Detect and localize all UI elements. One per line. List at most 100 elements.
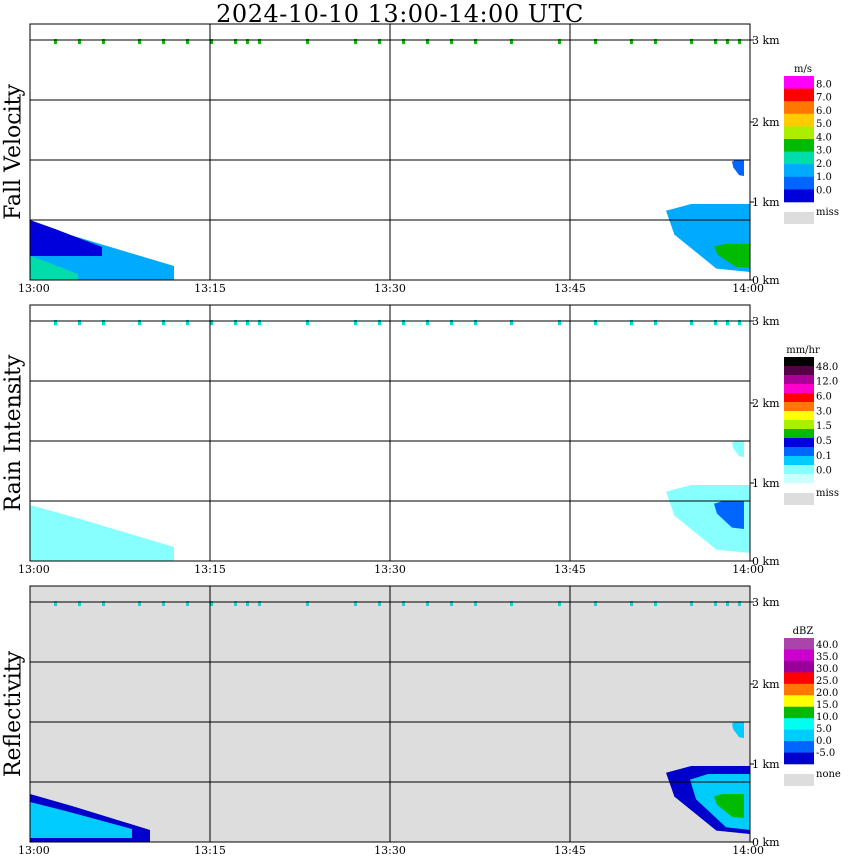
top-band-mark [426,39,429,44]
top-band-mark [738,601,741,606]
echo-late-rain-core [714,501,744,529]
colorbar-swatch [784,456,814,466]
top-band-mark [354,320,357,325]
colorbar-swatch [784,420,814,430]
x-tick-label: 13:30 [374,282,406,295]
top-band-mark [402,39,405,44]
x-tick-label: 14:00 [732,282,764,295]
colorbar-swatch [784,729,814,742]
colorbar-swatch [784,384,814,394]
colorbar-missing-label: none [816,769,841,780]
y-axis-label: Fall Velocity [1,84,26,220]
colorbar-swatch [784,465,814,475]
top-band-mark [210,601,213,606]
panel-fall-velocity: 13:00 13:15 13:30 13:45 14:000 km 1 km 2 km 3 k… [1,23,839,295]
colorbar-label: 0.0 [816,736,832,747]
y-tick-label: 0 km [752,836,780,849]
colorbar-swatch [784,101,814,115]
colorbar-swatch [784,649,814,662]
top-band-mark [726,601,729,606]
colorbar-missing-swatch [784,774,814,786]
y-tick-label: 2 km [752,678,780,691]
x-tick-label: 13:00 [18,844,50,857]
top-band-mark [246,320,249,325]
top-band-mark [258,601,261,606]
x-tick-label: 14:00 [732,563,764,576]
top-band-mark [474,39,477,44]
colorbar-label: 5.0 [816,119,832,130]
top-band-mark [162,320,165,325]
colorbar-unit: m/s [794,64,812,75]
top-band-mark [738,39,741,44]
y-tick-label: 1 km [752,758,780,771]
x-tick-label: 14:00 [732,844,764,857]
top-band-mark [354,601,357,606]
top-band-mark [510,39,513,44]
colorbar-swatch [784,393,814,403]
colorbar-label: 48.0 [816,362,838,373]
colorbar-swatch [784,447,814,457]
y-tick-label: 1 km [752,196,780,209]
colorbar-label: 1.5 [816,421,832,432]
colorbar-swatch [784,189,814,203]
top-band-mark [186,39,189,44]
colorbar-label: -5.0 [816,748,835,759]
y-tick-label: 0 km [752,274,780,287]
colorbar-swatch [784,151,814,165]
colorbar-missing-label: miss [816,207,839,218]
top-band-mark [450,601,453,606]
colorbar-swatch [784,474,814,484]
echo-late-rain-aloft [732,441,744,457]
x-tick-label: 13:45 [554,844,586,857]
colorbar-swatch [784,126,814,140]
top-band-mark [714,320,717,325]
colorbar-swatch [784,438,814,448]
top-band-mark [690,601,693,606]
top-band-mark [378,320,381,325]
colorbar-swatch [784,741,814,753]
colorbar-label: 25.0 [816,676,838,687]
top-band-mark [654,601,657,606]
top-band-mark [186,601,189,606]
top-band-mark [246,39,249,44]
colorbar-unit: dBZ [793,626,814,637]
x-tick-label: 13:00 [18,563,50,576]
top-band-mark [402,601,405,606]
colorbar-swatch [784,366,814,376]
colorbar-swatch [784,683,814,696]
colorbar-swatch [784,695,814,708]
top-band-mark [558,39,561,44]
top-band-mark [138,320,141,325]
colorbar-swatch [784,718,814,730]
echo-late-refl-core [714,794,744,818]
colorbar-label: 7.0 [816,93,832,104]
echo-early-refl-body [30,802,132,838]
top-band-mark [558,601,561,606]
x-tick-label: 13:15 [194,282,226,295]
y-tick-label: 3 km [752,315,780,328]
top-band-mark [78,39,81,44]
top-band-mark [738,320,741,325]
plot-frame [29,304,751,562]
top-band-mark [258,320,261,325]
top-band-mark [258,39,261,44]
colorbar-missing-swatch [784,493,814,505]
top-band-mark [594,39,597,44]
top-band-mark [510,601,513,606]
top-band-mark [54,320,57,325]
x-tick-label: 13:30 [374,563,406,576]
colorbar-swatch [784,375,814,385]
plot-frame [29,585,751,843]
top-band-mark [210,39,213,44]
echo-late-refl-aloft [732,722,744,738]
plot-frame [29,23,751,281]
top-band-mark [54,39,57,44]
chart-title: 2024-10-10 13:00-14:00 UTC [216,0,584,28]
colorbar-swatch [784,76,814,89]
top-band-mark [78,320,81,325]
colorbar-label: 6.0 [816,106,832,117]
colorbar-swatch [784,357,814,367]
colorbar-unit: mm/hr [786,345,820,356]
top-band-mark [474,320,477,325]
